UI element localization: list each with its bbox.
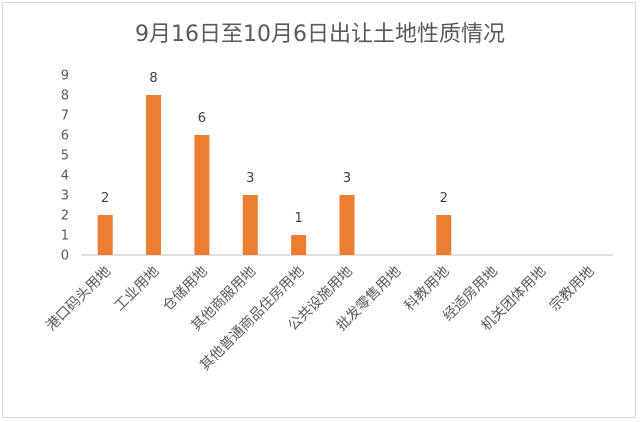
bar: [146, 95, 162, 255]
data-label: 3: [246, 171, 254, 186]
y-tick-label: 3: [61, 189, 69, 204]
category-label: 港口码头用地: [43, 264, 114, 335]
category-label: 工业用地: [111, 264, 162, 315]
bar: [242, 195, 258, 255]
y-tick-label: 5: [61, 149, 69, 164]
y-tick-label: 1: [61, 229, 69, 244]
category-label: 仓储用地: [160, 264, 211, 315]
data-label: 2: [101, 191, 109, 206]
bar: [97, 215, 113, 255]
bar: [436, 215, 452, 255]
bar: [291, 235, 307, 255]
x-axis-categories: 港口码头用地工业用地仓储用地其他商服用地其他普通商品住房用地公共设施用地批发零售…: [43, 264, 597, 374]
data-label: 3: [343, 171, 351, 186]
y-tick-label: 6: [61, 129, 69, 144]
bar: [194, 135, 210, 255]
category-label: 科教用地: [402, 264, 453, 315]
y-tick-label: 9: [61, 69, 69, 84]
y-tick-label: 2: [61, 209, 69, 224]
bar: [339, 195, 355, 255]
data-label: 6: [198, 111, 206, 126]
chart-frame: 9月16日至10月6日出让土地性质情况 0 1 2 3 4 5 6 7 8 9 2 8 6 3 1 3 2 港…: [2, 2, 636, 418]
chart-title: 9月16日至10月6日出让土地性质情况: [135, 22, 505, 47]
y-axis-ticks: 0 1 2 3 4 5 6 7 8 9: [61, 69, 69, 264]
data-labels: 2 8 6 3 1 3 2: [101, 71, 448, 226]
category-label: 宗教用地: [547, 264, 598, 315]
y-tick-label: 7: [61, 109, 69, 124]
y-tick-label: 8: [61, 89, 69, 104]
data-label: 1: [294, 211, 302, 226]
bars: [97, 95, 452, 255]
y-tick-label: 4: [61, 169, 69, 184]
y-tick-label: 0: [61, 249, 69, 264]
bar-chart: 9月16日至10月6日出让土地性质情况 0 1 2 3 4 5 6 7 8 9 2 8 6 3 1 3 2 港…: [43, 22, 613, 374]
data-label: 2: [440, 191, 448, 206]
data-label: 8: [149, 71, 157, 86]
